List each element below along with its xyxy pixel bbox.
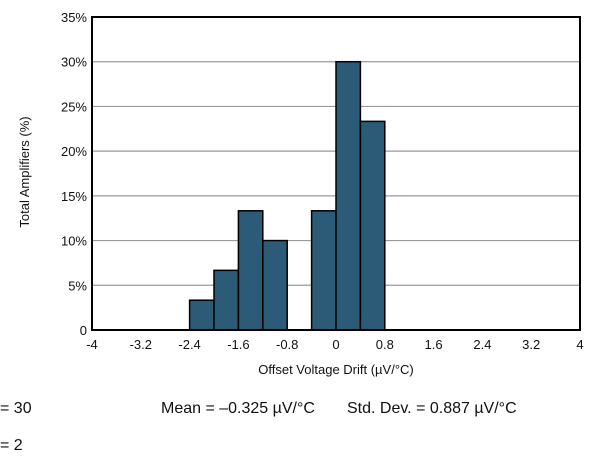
histogram-bar bbox=[335, 60, 362, 331]
x-tick-label: 0 bbox=[332, 337, 339, 352]
histogram-chart: 0 5% 10% 15% 20% 25% 30% 35% -4 -3.2 -2.4 -1.6 -0.8… bbox=[17, 10, 584, 377]
x-tick-label: -0.8 bbox=[276, 337, 298, 352]
y-axis-title: Total Amplifiers (%) bbox=[17, 116, 32, 227]
x-tick-label: -4 bbox=[86, 337, 98, 352]
histogram-bar bbox=[237, 210, 264, 331]
x-tick-labels: -4 -3.2 -2.4 -1.6 -0.8 0 0.8 1.6 2.4 3.2 4 bbox=[86, 337, 583, 352]
plot-frame bbox=[91, 16, 581, 331]
sample-count: = 30 bbox=[0, 400, 32, 417]
histogram-bar bbox=[310, 210, 337, 331]
x-tick-label: -1.6 bbox=[227, 337, 249, 352]
histogram-bar bbox=[188, 299, 215, 331]
histogram-bar bbox=[262, 239, 288, 331]
y-tick-label: 10% bbox=[61, 234, 87, 249]
y-tick-label: 20% bbox=[61, 144, 87, 159]
x-tick-label: 3.2 bbox=[522, 337, 540, 352]
bars bbox=[188, 60, 386, 331]
mean-value: Mean = –0.325 µV/°C bbox=[161, 400, 315, 417]
y-tick-labels: 0 5% 10% 15% 20% 25% 30% 35% bbox=[61, 10, 87, 338]
x-axis-title: Offset Voltage Drift (µV/°C) bbox=[258, 362, 414, 377]
x-tick-label: 0.8 bbox=[376, 337, 394, 352]
y-tick-label: 15% bbox=[61, 189, 87, 204]
std-dev-value: Std. Dev. = 0.887 µV/°C bbox=[347, 400, 517, 417]
bin-count: = 2 bbox=[0, 437, 23, 454]
y-tick-label: 0 bbox=[80, 323, 87, 338]
y-tick-label: 5% bbox=[68, 278, 87, 293]
histogram-bar bbox=[213, 269, 240, 331]
x-tick-label: -3.2 bbox=[130, 337, 152, 352]
y-tick-label: 30% bbox=[61, 55, 87, 70]
histogram-bar bbox=[359, 120, 386, 331]
x-tick-label: 1.6 bbox=[425, 337, 443, 352]
x-tick-label: 2.4 bbox=[473, 337, 491, 352]
x-tick-label: 4 bbox=[576, 337, 583, 352]
y-tick-label: 35% bbox=[61, 10, 87, 25]
x-tick-label: -2.4 bbox=[178, 337, 200, 352]
y-tick-label: 25% bbox=[61, 99, 87, 114]
